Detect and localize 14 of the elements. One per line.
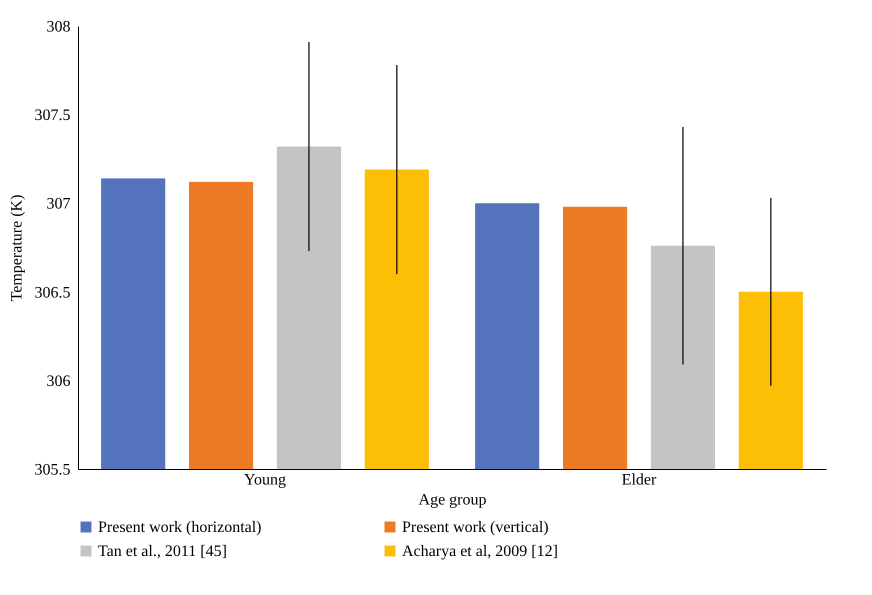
y-tick-label: 306.5 — [34, 284, 70, 302]
legend-label: Present work (horizontal) — [98, 519, 262, 536]
legend-label: Present work (vertical) — [402, 519, 549, 536]
y-tick-label: 306 — [46, 372, 70, 390]
x-tick-label: Elder — [622, 472, 657, 488]
legend-label: Acharya et al, 2009 [12] — [402, 543, 558, 560]
y-axis-title: Temperature (K) — [8, 194, 26, 302]
y-tick-label: 307.5 — [34, 107, 70, 124]
x-axis-title: Age group — [418, 492, 486, 508]
legend-label: Tan et al., 2011 [45] — [98, 543, 227, 560]
y-tick-label: 305.5 — [34, 462, 70, 478]
x-tick-label: Young — [244, 472, 286, 488]
y-tick-label: 307 — [46, 196, 70, 213]
y-tick-label: 308 — [46, 18, 70, 36]
